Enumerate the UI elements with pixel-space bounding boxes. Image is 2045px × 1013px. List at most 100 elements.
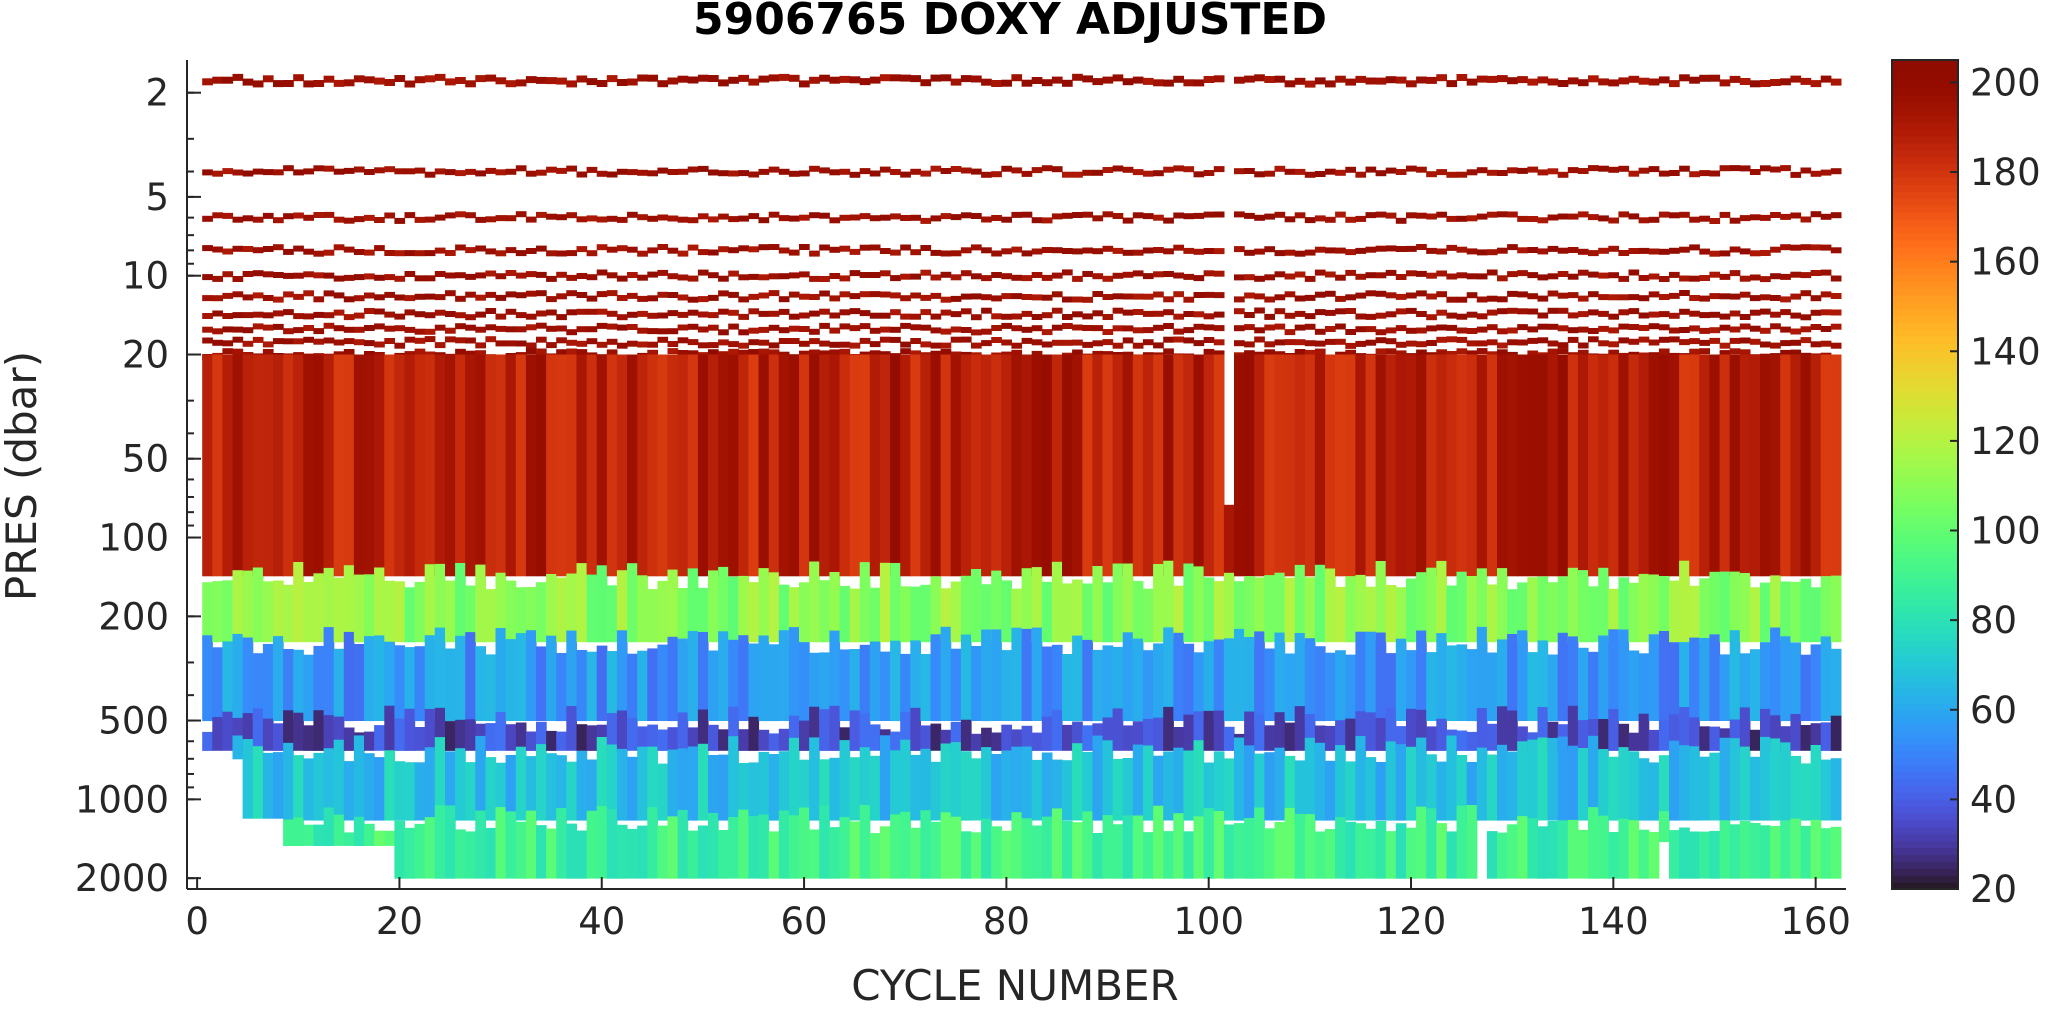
colorbar-segment: [1892, 882, 1958, 890]
colorbar-segment: [1892, 142, 1958, 151]
heatmap-cell: [434, 737, 446, 821]
heatmap-cell: [1598, 749, 1609, 821]
heatmap-cell: [212, 76, 223, 84]
heatmap-cell: [849, 76, 861, 84]
heatmap-cell: [1112, 272, 1124, 279]
heatmap-cell: [1537, 76, 1549, 84]
heatmap-cell: [1588, 328, 1599, 334]
heatmap-cell: [799, 720, 810, 751]
heatmap-cell: [1567, 167, 1579, 174]
heatmap-cell: [536, 76, 547, 84]
heatmap-cell: [1729, 270, 1741, 277]
heatmap-cell: [1011, 274, 1023, 281]
heatmap-cell: [799, 271, 810, 278]
heatmap-cell: [1072, 579, 1083, 643]
heatmap-cell: [768, 831, 780, 879]
heatmap-cell: [1537, 737, 1549, 821]
heatmap-cell: [1588, 735, 1599, 821]
heatmap-cell: [1507, 77, 1518, 85]
colorbar-segment: [1892, 647, 1958, 655]
heatmap-cell: [1547, 721, 1559, 751]
heatmap-cell: [343, 79, 355, 87]
heatmap-cell: [1163, 323, 1174, 329]
heatmap-cell: [728, 247, 739, 254]
heatmap-cell: [1355, 736, 1367, 821]
heatmap-cell: [1142, 293, 1154, 300]
colorbar-segment: [1892, 716, 1958, 724]
heatmap-cell: [1072, 275, 1083, 282]
heatmap-cell: [283, 338, 294, 345]
heatmap-cell: [1173, 212, 1184, 219]
heatmap-cell: [1679, 354, 1690, 577]
heatmap-cell: [1830, 275, 1842, 282]
heatmap-cell: [768, 644, 780, 722]
heatmap-cell: [374, 217, 385, 223]
heatmap-cell: [1557, 820, 1569, 879]
heatmap-cell: [788, 737, 800, 821]
heatmap-cell: [697, 632, 709, 721]
heatmap-cell: [1031, 339, 1043, 346]
heatmap-cell: [1618, 577, 1630, 643]
heatmap-cell: [212, 328, 223, 335]
heatmap-cell: [991, 295, 1002, 302]
heatmap-cell: [424, 354, 436, 577]
heatmap-cell: [1163, 560, 1174, 643]
heatmap-cell: [262, 271, 274, 278]
heatmap-cell: [1264, 324, 1275, 331]
heatmap-cell: [1739, 354, 1751, 577]
heatmap-cell: [384, 580, 395, 643]
heatmap-cell: [1416, 806, 1427, 879]
heatmap-cell: [1547, 737, 1559, 821]
heatmap-cell: [799, 214, 810, 221]
heatmap-cell: [1294, 706, 1306, 751]
heatmap-cell: [616, 168, 628, 175]
colorbar-segment: [1892, 239, 1958, 248]
heatmap-cell: [394, 354, 406, 577]
heatmap-cell: [799, 170, 810, 177]
heatmap-cell: [1638, 829, 1650, 879]
heatmap-cell: [283, 354, 294, 577]
heatmap-cell: [1557, 271, 1569, 277]
heatmap-cell: [525, 170, 537, 177]
heatmap-cell: [394, 313, 406, 320]
heatmap-cell: [232, 216, 244, 223]
heatmap-cell: [1244, 75, 1255, 83]
heatmap-cell: [1294, 324, 1306, 331]
heatmap-cell: [1355, 313, 1367, 320]
heatmap-cell: [1739, 707, 1751, 751]
heatmap-cell: [1456, 327, 1468, 334]
heatmap-cell: [465, 831, 476, 879]
colorbar-segment: [1892, 343, 1958, 351]
heatmap-cell: [455, 635, 466, 721]
heatmap-cell: [708, 294, 719, 301]
colorbar-segment: [1892, 564, 1958, 572]
heatmap-cell: [1557, 213, 1569, 220]
heatmap-cell: [1719, 342, 1731, 349]
heatmap-cell: [819, 322, 830, 329]
heatmap-cell: [1436, 354, 1447, 577]
heatmap-cell: [505, 639, 517, 721]
heatmap-cell: [1618, 723, 1630, 751]
heatmap-cell: [424, 328, 436, 335]
heatmap-cell: [1466, 350, 1478, 357]
heatmap-cell: [556, 354, 567, 577]
heatmap-cell: [718, 79, 729, 87]
x-tick-label: 20: [376, 900, 423, 943]
heatmap-cell: [1547, 582, 1559, 643]
colorbar-segment: [1892, 281, 1958, 289]
chart-title: 5906765 DOXY ADJUSTED: [693, 0, 1327, 45]
heatmap-cell: [1031, 77, 1043, 84]
heatmap-cell: [1638, 77, 1650, 85]
heatmap-cell: [1406, 292, 1417, 299]
heatmap-cell: [1689, 171, 1700, 178]
heatmap-cell: [718, 213, 729, 220]
heatmap-cell: [273, 296, 284, 303]
heatmap-cell: [536, 322, 547, 329]
heatmap-cell: [1517, 726, 1528, 751]
heatmap-cell: [1567, 327, 1579, 334]
heatmap-cell: [728, 291, 739, 298]
heatmap-cell: [910, 338, 921, 344]
heatmap-cell: [576, 216, 588, 223]
heatmap-cell: [1527, 293, 1539, 300]
heatmap-cell: [758, 339, 770, 346]
